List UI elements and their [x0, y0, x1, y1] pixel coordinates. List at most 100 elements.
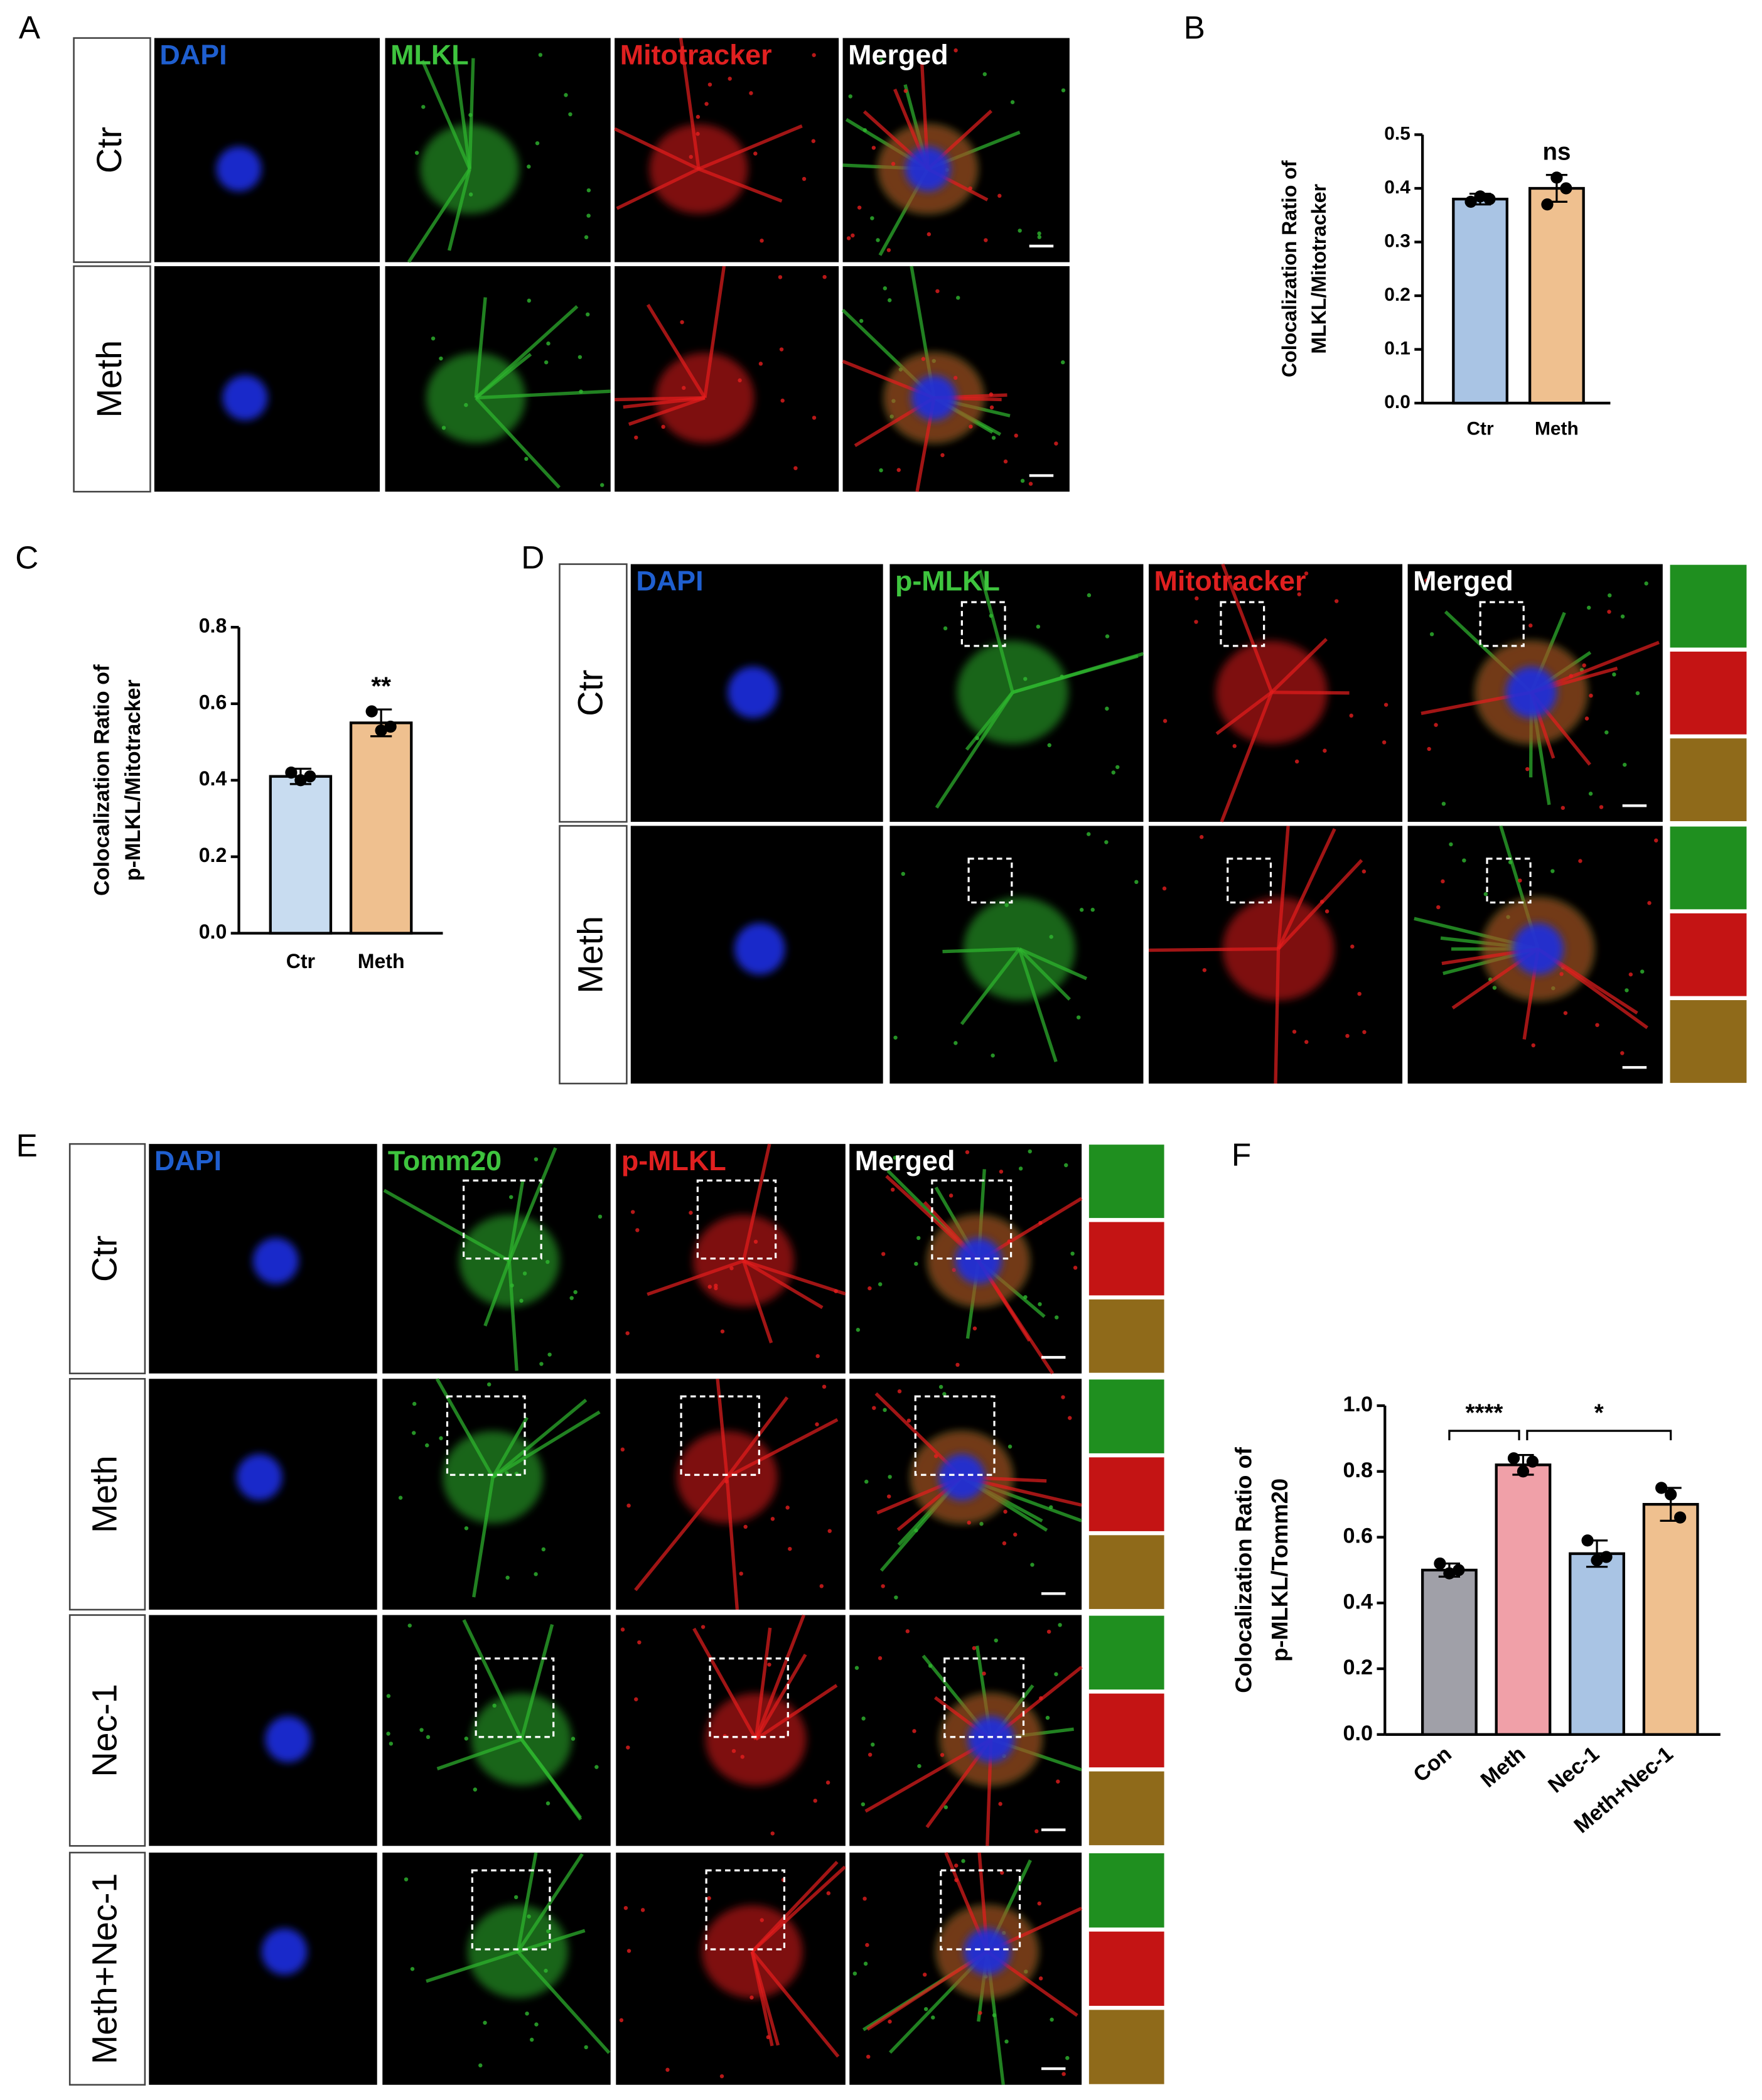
puncta — [1202, 968, 1207, 972]
puncta — [779, 347, 784, 352]
puncta — [569, 1296, 574, 1300]
column-heading: Merged — [848, 38, 948, 70]
micrograph — [149, 1379, 377, 1610]
puncta — [1077, 1015, 1081, 1020]
puncta — [707, 1896, 711, 1900]
puncta — [955, 1362, 960, 1367]
puncta — [811, 139, 816, 143]
puncta — [579, 389, 583, 394]
micrograph-bg — [154, 266, 380, 492]
soma — [443, 1431, 544, 1524]
puncta — [1383, 703, 1389, 707]
column-heading: p-MLKL — [621, 1144, 726, 1177]
bar — [269, 775, 333, 935]
micrograph-bg — [149, 1852, 377, 2085]
puncta — [901, 871, 906, 876]
puncta — [546, 341, 551, 346]
data-point — [384, 720, 397, 733]
data-point — [1507, 1452, 1520, 1465]
puncta — [1037, 235, 1042, 239]
data-point — [1600, 1551, 1613, 1563]
puncta — [872, 1406, 876, 1410]
micrograph — [382, 1615, 611, 1846]
puncta — [916, 1236, 921, 1241]
y-tick-label: 0.8 — [1343, 1458, 1373, 1482]
puncta — [1304, 571, 1309, 576]
puncta — [994, 1638, 998, 1643]
puncta — [1068, 1416, 1072, 1420]
puncta — [954, 1041, 958, 1045]
puncta — [1028, 1149, 1032, 1154]
nucleus — [1512, 923, 1564, 975]
significance: ** — [371, 672, 391, 701]
micrograph — [382, 1144, 611, 1374]
soma — [649, 124, 748, 214]
puncta — [825, 1780, 830, 1785]
x-tick-label: Meth — [1535, 419, 1579, 439]
y-axis-label: MLKL/Mitotracker — [1308, 184, 1330, 354]
puncta — [389, 1742, 394, 1746]
soma — [655, 352, 755, 443]
nucleus — [734, 923, 785, 975]
puncta — [1007, 1445, 1013, 1449]
puncta — [635, 1228, 640, 1232]
puncta — [680, 320, 684, 325]
puncta — [857, 205, 862, 210]
puncta — [878, 1282, 883, 1286]
puncta — [1064, 1163, 1068, 1168]
puncta — [903, 89, 908, 94]
row-label-box — [73, 265, 151, 493]
inset — [1087, 1378, 1166, 1455]
data-point — [285, 766, 298, 779]
micrograph — [630, 826, 883, 1084]
puncta — [464, 402, 468, 407]
puncta — [760, 239, 764, 243]
puncta — [961, 1859, 965, 1863]
data-point — [1474, 190, 1486, 203]
data-point — [1453, 1564, 1465, 1576]
puncta — [1518, 878, 1522, 883]
micrograph — [616, 1852, 847, 2085]
puncta — [975, 736, 979, 740]
y-axis-label: p-MLKL/Mitotracker — [121, 679, 145, 881]
puncta — [1323, 748, 1327, 753]
puncta — [760, 1918, 764, 1922]
puncta — [719, 2074, 724, 2079]
y-tick-label: 0.2 — [1384, 284, 1410, 305]
micrograph — [154, 38, 380, 262]
inset — [1087, 1930, 1166, 2008]
zoom-box — [446, 1395, 526, 1476]
puncta — [464, 1737, 469, 1741]
puncta — [386, 1731, 390, 1736]
puncta — [883, 286, 888, 291]
puncta — [586, 312, 590, 317]
puncta — [956, 296, 960, 300]
puncta — [753, 1239, 758, 1244]
bar — [1642, 1503, 1699, 1736]
puncta — [1578, 859, 1582, 863]
puncta — [770, 1517, 775, 1521]
puncta — [788, 1546, 792, 1551]
row-label-box — [559, 563, 628, 823]
x-tick-label: Ctr — [286, 950, 315, 972]
puncta — [439, 356, 443, 361]
puncta — [661, 424, 665, 429]
puncta — [481, 1152, 486, 1156]
puncta — [720, 1329, 725, 1333]
puncta — [1292, 1030, 1297, 1034]
puncta — [505, 1575, 510, 1580]
micrograph — [889, 826, 1144, 1084]
nucleus — [222, 375, 268, 421]
zoom-box — [940, 1869, 1021, 1951]
puncta — [1003, 459, 1008, 464]
bar — [1569, 1552, 1625, 1736]
inset — [1087, 1220, 1166, 1297]
puncta — [598, 1214, 603, 1219]
row-label: Nec-1 — [85, 1684, 124, 1777]
soma — [964, 897, 1075, 1001]
puncta — [464, 1526, 469, 1531]
puncta — [778, 275, 783, 279]
data-point — [1464, 195, 1477, 208]
puncta — [834, 1289, 838, 1293]
puncta — [954, 1878, 959, 1882]
